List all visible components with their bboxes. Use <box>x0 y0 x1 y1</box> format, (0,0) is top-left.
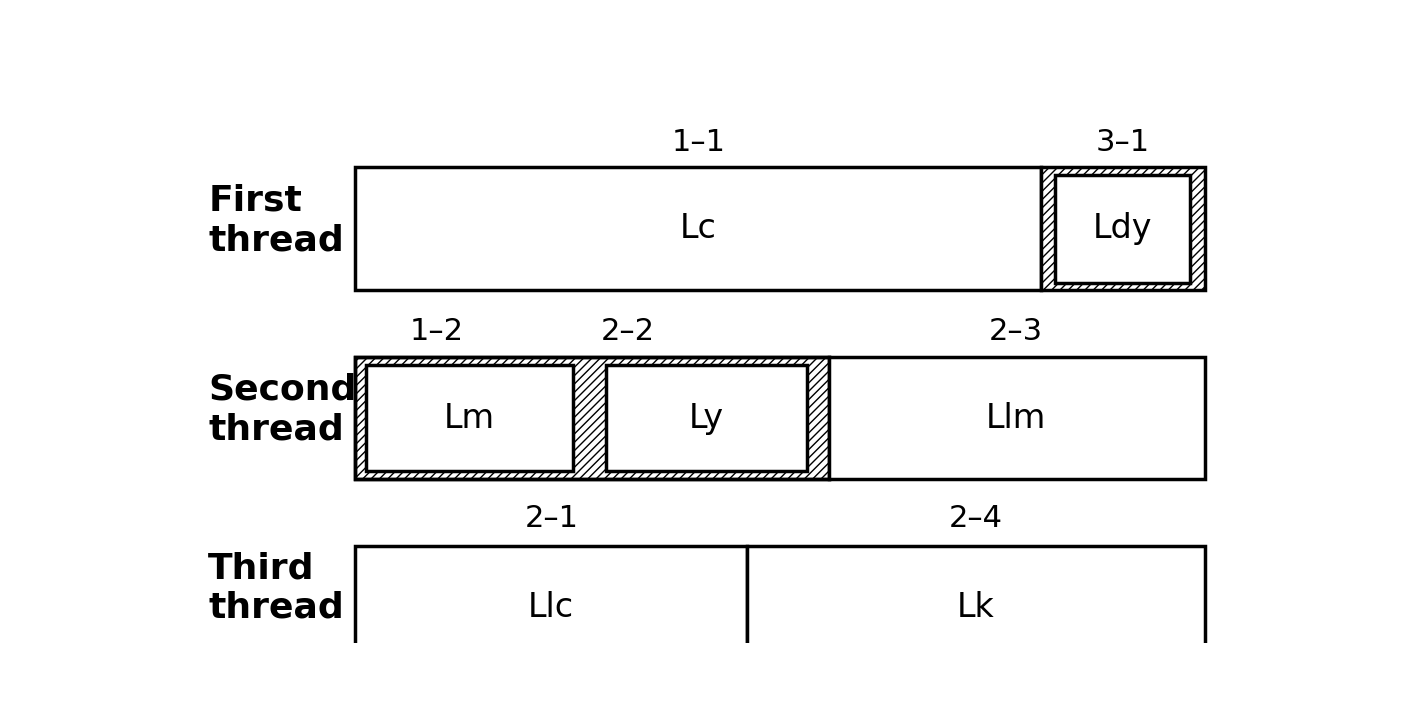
Text: Lc: Lc <box>680 213 717 245</box>
Text: 3–1: 3–1 <box>1096 128 1151 157</box>
Bar <box>355 356 829 479</box>
Text: Ldy: Ldy <box>1093 213 1152 245</box>
Text: 2–2: 2–2 <box>600 317 655 346</box>
Text: Lk: Lk <box>957 591 995 624</box>
Text: Lm: Lm <box>444 401 495 435</box>
Bar <box>1041 168 1204 290</box>
Text: Llc: Llc <box>528 591 575 624</box>
Text: First
thread: First thread <box>208 184 344 257</box>
Bar <box>829 356 1204 479</box>
Bar <box>355 546 747 669</box>
Text: Ly: Ly <box>688 401 724 435</box>
Text: Third
thread: Third thread <box>208 551 344 625</box>
Text: Second
thread: Second thread <box>208 373 357 446</box>
Text: 1–2: 1–2 <box>410 317 464 346</box>
Bar <box>367 365 573 471</box>
Text: Llm: Llm <box>986 401 1047 435</box>
Text: 2–4: 2–4 <box>948 504 1003 533</box>
Bar <box>355 168 1041 290</box>
Text: 1–1: 1–1 <box>672 128 725 157</box>
Text: 2–1: 2–1 <box>524 504 579 533</box>
Text: 2–3: 2–3 <box>989 317 1044 346</box>
Bar <box>747 546 1204 669</box>
Bar <box>606 365 808 471</box>
Bar <box>1055 175 1190 283</box>
Bar <box>355 356 1204 479</box>
